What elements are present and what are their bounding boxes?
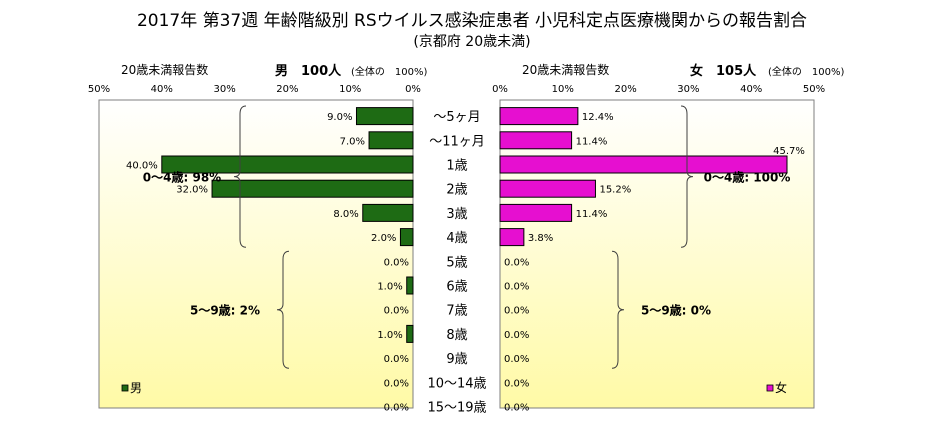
group-brace xyxy=(680,105,694,248)
female-data-label: 0.0% xyxy=(504,306,529,317)
right-tick-label: 50% xyxy=(803,84,825,95)
category-label: 2歳 xyxy=(446,183,467,198)
female-bar xyxy=(499,228,525,247)
left-tick-label: 50% xyxy=(88,84,110,95)
female-data-label: 0.0% xyxy=(504,330,529,341)
right-tick-label: 10% xyxy=(552,84,574,95)
group-annotation: 0～4歳: 98% xyxy=(143,170,221,185)
male-data-label: 9.0% xyxy=(327,112,352,123)
male-bar xyxy=(161,155,414,174)
female-data-label: 12.4% xyxy=(582,112,614,123)
female-bar xyxy=(499,179,596,198)
left-sex-count: 男 100人 xyxy=(275,64,342,79)
right-plot-area xyxy=(499,99,815,409)
male-data-label: 1.0% xyxy=(377,282,402,293)
male-bar xyxy=(211,179,414,198)
female-data-label: 0.0% xyxy=(504,257,529,268)
male-data-label: 7.0% xyxy=(340,136,365,147)
male-data-label: 0.0% xyxy=(384,378,409,389)
female-bar xyxy=(499,107,579,126)
female-data-label: 3.8% xyxy=(528,233,553,244)
male-data-label: 0.0% xyxy=(384,306,409,317)
male-bar xyxy=(355,107,414,126)
male-data-label: 2.0% xyxy=(371,233,396,244)
male-data-label: 0.0% xyxy=(384,403,409,414)
female-legend-swatch xyxy=(766,384,774,392)
left-tick-label: 0% xyxy=(405,84,421,95)
female-data-label: 0.0% xyxy=(504,354,529,365)
chart-title: 2017年 第37週 年齢階級別 RSウイルス感染症患者 小児科定点医療機関から… xyxy=(136,11,808,31)
female-data-label: 11.4% xyxy=(576,209,608,220)
left-count-label: 20歳未満報告数 xyxy=(121,63,209,77)
category-label: 7歳 xyxy=(446,304,467,319)
category-label: 4歳 xyxy=(446,231,467,246)
female-bar xyxy=(499,155,788,174)
category-label: 5歳 xyxy=(446,255,467,270)
right-tick-label: 20% xyxy=(614,84,636,95)
left-tick-label: 40% xyxy=(151,84,173,95)
female-bar xyxy=(499,203,573,222)
male-data-label: 0.0% xyxy=(384,257,409,268)
female-data-label: 11.4% xyxy=(576,136,608,147)
left-plot-area xyxy=(98,99,414,409)
category-label: 15～19歳 xyxy=(427,401,486,416)
female-data-label: 45.7% xyxy=(773,146,805,157)
right-count-label: 20歳未満報告数 xyxy=(522,63,610,77)
right-tick-label: 40% xyxy=(740,84,762,95)
male-bar xyxy=(406,276,414,295)
right-share-label: (全体の 100%) xyxy=(768,67,845,78)
male-data-label: 32.0% xyxy=(176,185,208,196)
category-label: 10～14歳 xyxy=(427,376,486,391)
female-legend-label: 女 xyxy=(775,380,787,395)
male-data-label: 8.0% xyxy=(333,209,358,220)
chart-subtitle: (京都府 20歳未満) xyxy=(413,34,531,50)
left-tick-label: 20% xyxy=(276,84,298,95)
female-data-label: 0.0% xyxy=(504,378,529,389)
left-tick-label: 30% xyxy=(213,84,235,95)
category-label: 6歳 xyxy=(446,280,467,295)
female-data-label: 15.2% xyxy=(599,185,631,196)
category-label: 9歳 xyxy=(446,352,467,367)
male-data-label: 0.0% xyxy=(384,354,409,365)
category-label: ～11ヶ月 xyxy=(429,134,485,149)
left-tick-label: 10% xyxy=(339,84,361,95)
category-label: 3歳 xyxy=(446,207,467,222)
right-tick-label: 30% xyxy=(677,84,699,95)
category-label: ～5ヶ月 xyxy=(433,110,480,125)
left-share-label: (全体の 100%) xyxy=(351,67,428,78)
group-annotation: 5～9歳: 2% xyxy=(190,303,260,318)
group-brace xyxy=(233,105,247,248)
female-data-label: 0.0% xyxy=(504,282,529,293)
male-bar xyxy=(406,324,414,343)
group-annotation: 0～4歳: 100% xyxy=(704,170,791,185)
group-brace xyxy=(611,250,625,369)
male-data-label: 40.0% xyxy=(126,161,158,172)
male-legend-label: 男 xyxy=(130,381,142,395)
male-bar xyxy=(368,131,414,150)
category-label: 1歳 xyxy=(446,159,467,174)
right-sex-count: 女 105人 xyxy=(690,64,757,79)
male-bar xyxy=(399,228,414,247)
group-annotation: 5～9歳: 0% xyxy=(641,303,711,318)
female-bar xyxy=(499,131,573,150)
right-tick-label: 0% xyxy=(492,84,508,95)
male-data-label: 1.0% xyxy=(377,330,402,341)
male-legend-swatch xyxy=(121,384,129,392)
group-brace xyxy=(276,250,290,369)
category-label: 8歳 xyxy=(446,328,467,343)
female-data-label: 0.0% xyxy=(504,403,529,414)
male-bar xyxy=(362,203,414,222)
